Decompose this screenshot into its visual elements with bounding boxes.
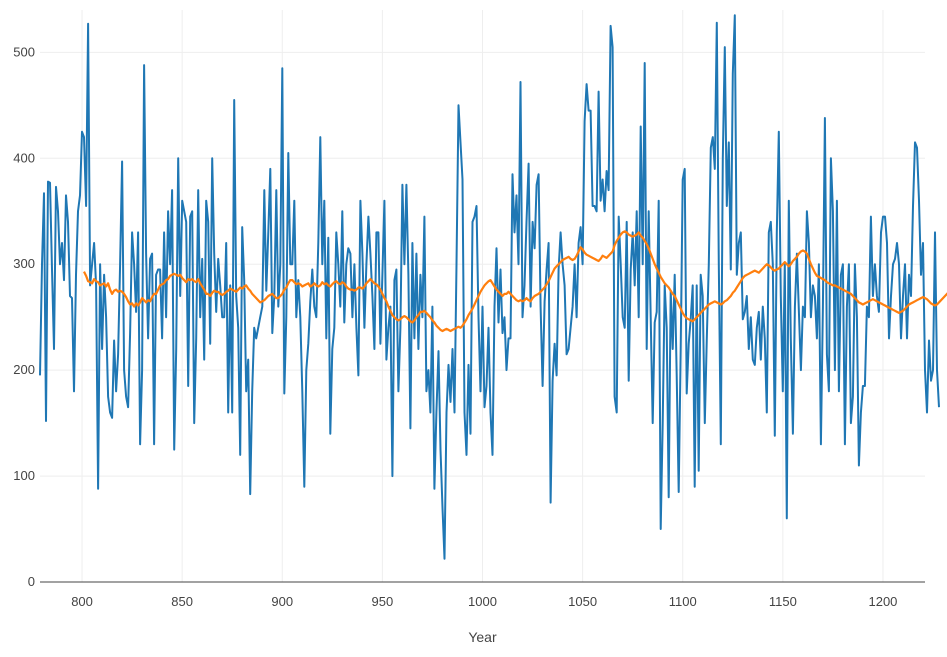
- y-tick-labels: 0 100 200 300 400 500: [13, 44, 35, 589]
- x-tick-label: 950: [372, 594, 394, 609]
- x-tick-label: 1100: [669, 594, 697, 609]
- series-line-1: [39, 14, 940, 560]
- y-tick-label: 200: [13, 362, 35, 377]
- x-tick-label: 1000: [468, 594, 497, 609]
- y-tick-label: 100: [13, 468, 35, 483]
- x-tick-label: 1200: [868, 594, 897, 609]
- series-line-2: [83, 230, 947, 333]
- x-tick-label: 1050: [568, 594, 597, 609]
- y-tick-label: 300: [13, 256, 35, 271]
- x-tick-label: 1150: [769, 594, 797, 609]
- y-tick-label: 0: [28, 574, 35, 589]
- x-axis-title: Year: [468, 629, 497, 645]
- x-tick-label: 900: [271, 594, 293, 609]
- y-tick-label: 500: [13, 44, 35, 59]
- plot-area: [39, 14, 947, 560]
- x-tick-labels: 800 850 900 950 1000 1050 1100 1150 1200: [71, 594, 897, 609]
- x-tick-label: 800: [71, 594, 93, 609]
- x-tick-label: 850: [171, 594, 193, 609]
- y-tick-label: 400: [13, 150, 35, 165]
